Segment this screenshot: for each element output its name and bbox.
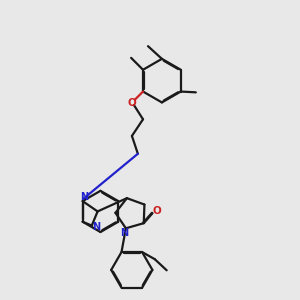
- Text: O: O: [152, 206, 161, 216]
- Text: N: N: [120, 228, 128, 238]
- Text: N: N: [92, 222, 101, 232]
- Text: N: N: [80, 192, 88, 202]
- Text: O: O: [128, 98, 136, 108]
